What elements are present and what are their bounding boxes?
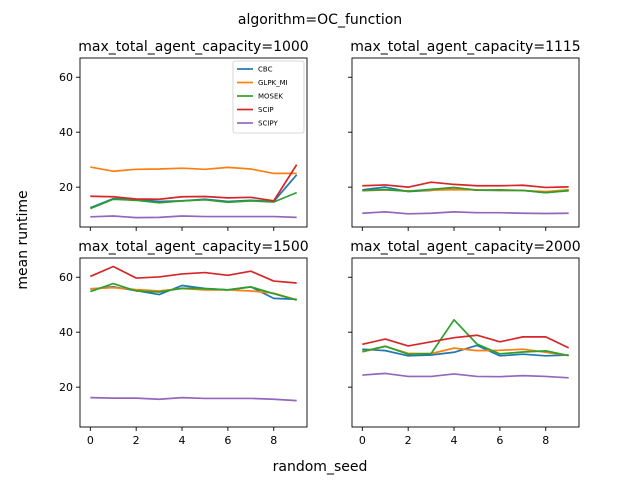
x-tick-label: 2 (133, 434, 140, 447)
series-line-cbc (90, 174, 298, 209)
series-line-glpk_mi (90, 166, 297, 175)
subplot-2: max_total_agent_capacity=1115 (348, 39, 581, 231)
subplot-title: max_total_agent_capacity=1000 (78, 39, 308, 55)
y-tick-label: 20 (59, 381, 73, 394)
legend-box (232, 60, 305, 134)
series-line-scip (362, 334, 570, 349)
series-line-scip (362, 181, 569, 189)
series-line-mosek (362, 186, 569, 194)
series-line-scipy (362, 211, 569, 215)
axes-frame (351, 257, 580, 428)
y-tick-label: 20 (59, 181, 73, 194)
y-tick-label: 60 (59, 71, 73, 84)
y-tick-label: 40 (59, 126, 73, 139)
x-tick-label: 4 (179, 434, 186, 447)
x-tick-label: 0 (359, 434, 366, 447)
series-line-mosek (89, 191, 298, 210)
legend: CBC GLPK_MI MOSEK SCIP SCIPY (232, 60, 305, 134)
legend-label: GLPK_MI (258, 79, 288, 87)
legend-label: SCIP (258, 106, 274, 114)
subplot-4: max_total_agent_capacity=2000 0 2 4 6 8 (348, 239, 581, 447)
figure-suptitle: algorithm=OC_function (238, 12, 402, 28)
subplot-grid: max_total_agent_capacity=1000204060CBCGL… (59, 39, 581, 447)
x-tick-label: 4 (451, 434, 458, 447)
axes-frame (351, 57, 580, 228)
axes-frame (79, 57, 308, 228)
x-tick-label: 2 (405, 434, 412, 447)
series-line-scipy (362, 372, 569, 379)
legend-label: SCIPY (258, 120, 278, 128)
series-line-scip (89, 265, 297, 284)
x-tick-label: 0 (87, 434, 94, 447)
subplot-3: max_total_agent_capacity=1500 0 2 4 6 8 20 40 60 (59, 239, 309, 447)
subplot-title: max_total_agent_capacity=2000 (350, 239, 580, 255)
x-tick-label: 8 (542, 434, 549, 447)
x-axis-label: random_seed (273, 459, 368, 475)
subplot-title: max_total_agent_capacity=1500 (78, 239, 308, 255)
axes-frame (79, 257, 308, 428)
series-line-mosek (90, 282, 297, 301)
legend-label: MOSEK (258, 93, 283, 101)
series-line-scipy (90, 396, 297, 402)
x-tick-label: 6 (496, 434, 503, 447)
y-tick-label: 60 (59, 271, 73, 284)
series-line-scipy (90, 215, 297, 219)
legend-label: CBC (258, 66, 273, 74)
series-line-mosek (362, 318, 569, 357)
y-tick-label: 40 (59, 326, 73, 339)
subplot-title: max_total_agent_capacity=1115 (350, 39, 580, 55)
series-line-scip (90, 164, 298, 202)
y-axis-label: mean runtime (15, 190, 31, 289)
subplot-1: max_total_agent_capacity=1000 20 40 60 CBC GL… (59, 39, 309, 231)
x-tick-label: 6 (224, 434, 231, 447)
x-tick-label: 8 (270, 434, 277, 447)
